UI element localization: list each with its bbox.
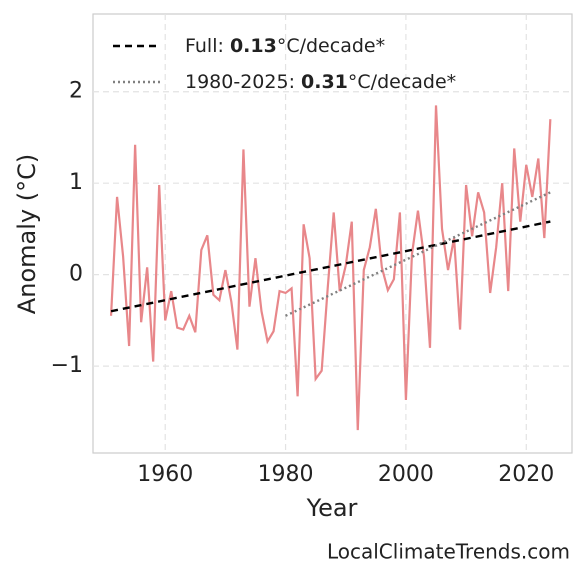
legend-name: Full: <box>185 35 230 57</box>
data-line <box>109 105 552 431</box>
legend-label: Full: 0.13°C/decade* <box>185 35 385 57</box>
y-axis-label: Anomaly (°C) <box>13 154 41 314</box>
source: LocalClimateTrends.com <box>327 540 570 564</box>
x-tick-label: 1960 <box>137 462 193 487</box>
legend-unit: °C/decade* <box>277 35 385 57</box>
x-axis-label: Year <box>306 494 358 522</box>
y-tick-label: 2 <box>69 79 83 104</box>
legend-rate: 0.13 <box>230 35 277 57</box>
x-tick-label: 2020 <box>498 462 554 487</box>
y-tick-label: −1 <box>51 353 83 378</box>
trend-line <box>110 220 551 313</box>
legend-unit: °C/decade* <box>348 71 456 93</box>
legend-label: 1980-2025: 0.31°C/decade* <box>185 71 456 93</box>
legend-rate: 0.31 <box>301 71 348 93</box>
y-tick-label: 1 <box>69 170 83 195</box>
x-tick-label: 1980 <box>258 462 314 487</box>
x-tick-label: 2000 <box>378 462 434 487</box>
legend-name: 1980-2025: <box>185 71 301 93</box>
trend-line <box>285 191 551 317</box>
y-tick-label: 0 <box>69 262 83 287</box>
